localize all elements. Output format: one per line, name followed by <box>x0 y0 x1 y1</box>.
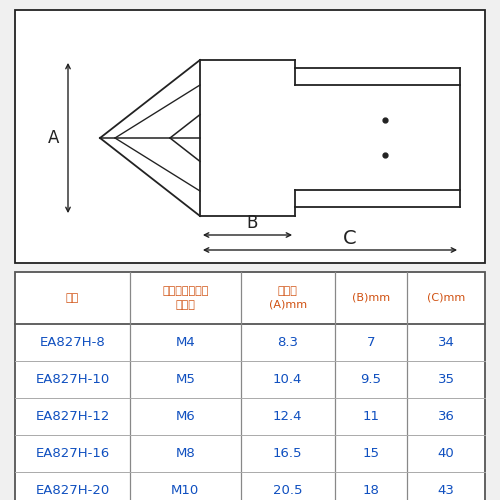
Text: 品番: 品番 <box>66 293 79 303</box>
Text: 適合スクリュー
サイズ: 適合スクリュー サイズ <box>162 286 208 310</box>
Text: B: B <box>247 214 258 232</box>
Text: A: A <box>48 129 60 147</box>
Text: 15: 15 <box>362 447 380 460</box>
Text: 34: 34 <box>438 336 454 349</box>
Text: C: C <box>343 228 357 248</box>
Text: 7: 7 <box>367 336 376 349</box>
Text: 40: 40 <box>438 447 454 460</box>
Text: 18: 18 <box>362 484 380 497</box>
Text: M10: M10 <box>171 484 200 497</box>
Text: 16.5: 16.5 <box>273 447 302 460</box>
Text: 43: 43 <box>438 484 454 497</box>
Text: EA827H-10: EA827H-10 <box>36 373 110 386</box>
Text: 12.4: 12.4 <box>273 410 302 423</box>
Text: M5: M5 <box>176 373 196 386</box>
Text: 8.3: 8.3 <box>277 336 298 349</box>
Text: EA827H-16: EA827H-16 <box>36 447 110 460</box>
Text: 最大径
(A)mm: 最大径 (A)mm <box>268 286 306 310</box>
Bar <box>15 272 485 500</box>
Text: 36: 36 <box>438 410 454 423</box>
Text: M6: M6 <box>176 410 195 423</box>
Text: 20.5: 20.5 <box>273 484 302 497</box>
Text: 11: 11 <box>362 410 380 423</box>
Text: M8: M8 <box>176 447 195 460</box>
Text: EA827H-8: EA827H-8 <box>40 336 106 349</box>
Text: 35: 35 <box>438 373 454 386</box>
Text: (C)mm: (C)mm <box>427 293 466 303</box>
Text: 10.4: 10.4 <box>273 373 302 386</box>
Text: EA827H-12: EA827H-12 <box>36 410 110 423</box>
Text: M4: M4 <box>176 336 195 349</box>
Text: (B)mm: (B)mm <box>352 293 390 303</box>
Bar <box>15 10 485 263</box>
Text: EA827H-20: EA827H-20 <box>36 484 110 497</box>
Text: 9.5: 9.5 <box>360 373 382 386</box>
